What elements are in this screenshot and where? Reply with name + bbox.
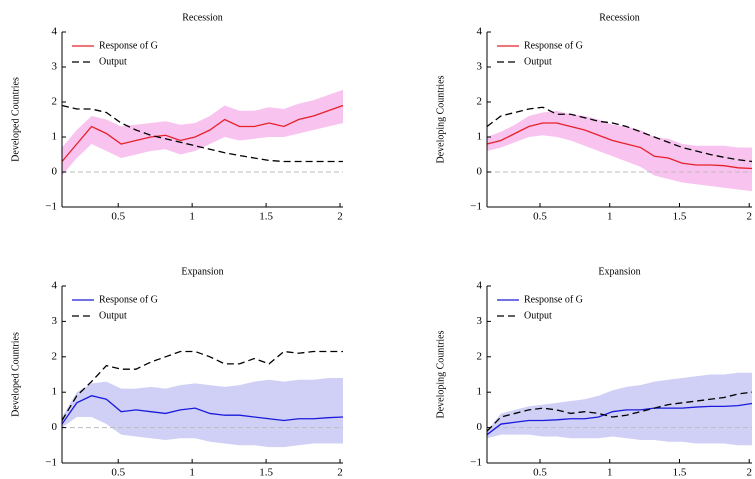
x-tick-label: 2	[337, 211, 343, 223]
y-tick-label: 2	[52, 96, 58, 108]
confidence-band	[62, 378, 343, 447]
y-tick-label: 1	[52, 131, 58, 143]
y-tick-label: −1	[45, 201, 57, 213]
y-axis-label: Developing Countries	[435, 330, 446, 418]
x-tick-label: 1.5	[259, 211, 273, 223]
y-tick-label: 4	[52, 280, 58, 292]
y-axis-label: Developed Countries	[10, 332, 21, 417]
legend-label: Output	[524, 310, 552, 321]
y-tick-label: 3	[52, 61, 58, 73]
x-tick-label: 2	[746, 211, 752, 223]
y-tick-label: 2	[477, 96, 483, 108]
y-tick-label: 4	[477, 26, 483, 38]
y-tick-label: 0	[52, 421, 58, 433]
legend-label: Output	[99, 310, 127, 321]
legend-label: Response of G	[99, 40, 158, 51]
x-tick-label: 1	[607, 211, 613, 223]
x-tick-label: 1.5	[259, 467, 273, 479]
y-tick-label: 0	[477, 421, 483, 433]
x-tick-label: 0.5	[111, 211, 125, 223]
panel-title: Recession	[182, 12, 223, 23]
y-tick-label: −1	[45, 457, 57, 469]
x-tick-label: 0.5	[111, 467, 125, 479]
legend-label: Output	[524, 56, 552, 67]
y-tick-label: 2	[477, 350, 483, 362]
y-tick-label: 0	[477, 166, 483, 178]
legend-label: Response of G	[524, 40, 583, 51]
y-axis-label: Developed Countries	[10, 77, 21, 162]
figure: Recession Developed Countries Response of …	[0, 0, 755, 479]
legend-label: Response of G	[99, 294, 158, 305]
x-tick-label: 1.5	[673, 211, 687, 223]
legend-label: Output	[99, 56, 127, 67]
y-tick-label: 3	[477, 315, 483, 327]
legend-label: Response of G	[524, 294, 583, 305]
x-tick-label: 1	[607, 467, 613, 479]
panel-title: Expansion	[181, 266, 223, 277]
panel-title: Expansion	[598, 266, 640, 277]
y-tick-label: 1	[477, 386, 483, 398]
y-tick-label: −1	[470, 457, 482, 469]
x-tick-label: 2	[337, 467, 343, 479]
y-tick-label: 3	[477, 61, 483, 73]
x-tick-label: 1.5	[673, 467, 687, 479]
confidence-band	[487, 111, 752, 192]
x-tick-label: 1	[189, 211, 195, 223]
x-tick-label: 0.5	[533, 211, 547, 223]
panel-title: Recession	[599, 12, 640, 23]
x-tick-label: 2	[746, 467, 752, 479]
y-tick-label: 2	[52, 350, 58, 362]
y-tick-label: 1	[477, 131, 483, 143]
y-axis-label: Developing Countries	[435, 75, 446, 163]
y-tick-label: 3	[52, 315, 58, 327]
y-tick-label: −1	[470, 201, 482, 213]
y-tick-label: 1	[52, 386, 58, 398]
y-tick-label: 0	[52, 166, 58, 178]
y-tick-label: 4	[477, 280, 483, 292]
confidence-band	[487, 373, 752, 446]
x-tick-label: 0.5	[533, 467, 547, 479]
x-tick-label: 1	[189, 467, 195, 479]
y-tick-label: 4	[52, 26, 58, 38]
